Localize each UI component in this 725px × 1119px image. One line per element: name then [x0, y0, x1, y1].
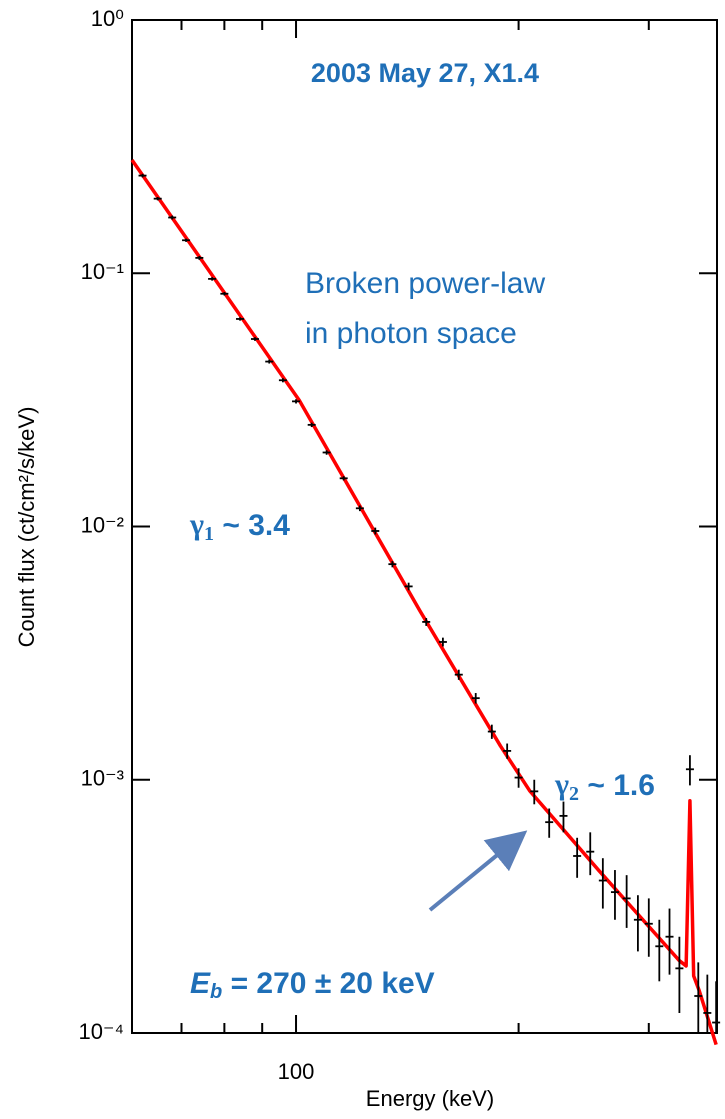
subscript: 1 [204, 523, 214, 545]
x-tick-label: 100 [278, 1059, 315, 1084]
break-arrow [428, 830, 528, 912]
symbol: E [190, 967, 211, 1000]
y-tick-label: 10⁻³ [81, 766, 124, 791]
y-tick-label: 10⁻¹ [81, 259, 124, 284]
annotation: Broken power-law [305, 267, 545, 300]
subscript: 2 [569, 783, 579, 805]
annotation: γ1 ~ 3.4 [189, 508, 290, 545]
annotation: Eb = 270 ± 20 keV [190, 967, 435, 1003]
chart-title: 2003 May 27, X1.4 [311, 58, 539, 88]
text: ~ 3.4 [214, 509, 290, 542]
symbol: γ [189, 508, 204, 541]
fit-line [130, 159, 718, 1046]
text: ~ 1.6 [579, 769, 655, 802]
symbol: γ [554, 768, 569, 801]
y-axis-label: Count flux (ct/cm²/s/keV) [14, 407, 39, 648]
text: = 270 ± 20 keV [222, 967, 434, 1000]
y-tick-label: 10⁻⁴ [78, 1019, 124, 1044]
subscript: b [210, 981, 222, 1003]
annotation: γ2 ~ 1.6 [554, 768, 655, 805]
y-tick-label: 10⁻² [81, 512, 124, 537]
x-axis-label: Energy (keV) [366, 1086, 494, 1111]
annotation: in photon space [305, 317, 517, 350]
y-tick-label: 10⁰ [91, 6, 124, 31]
